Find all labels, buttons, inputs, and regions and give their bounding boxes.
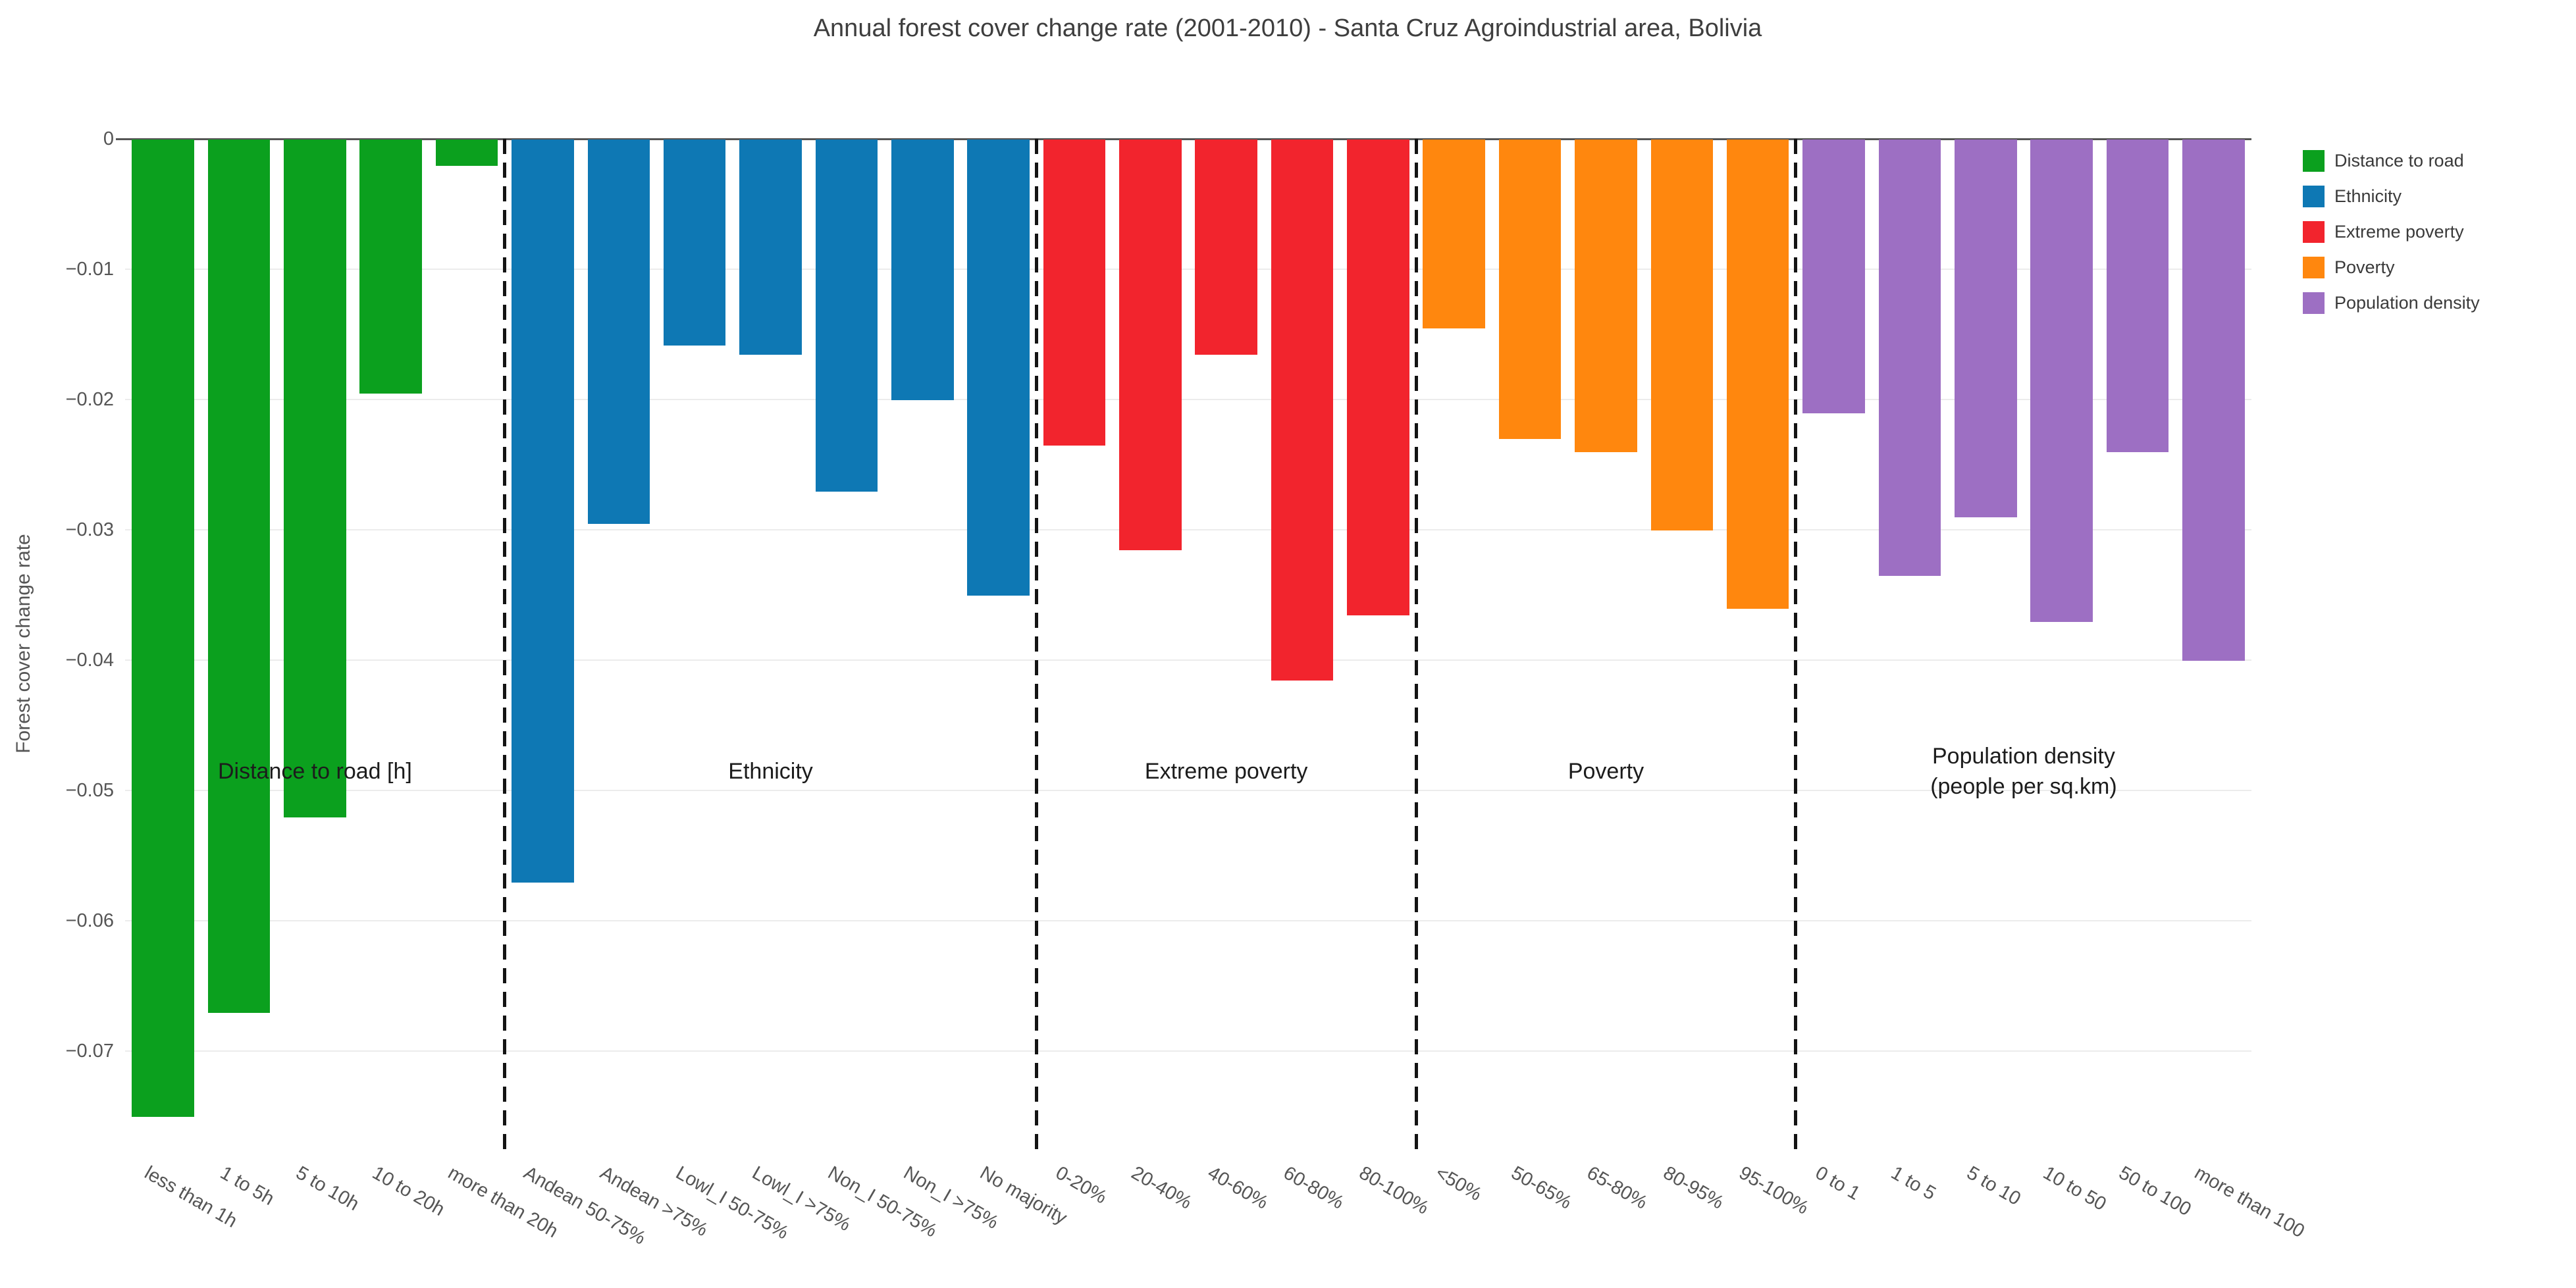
bar-extreme-poverty-1[interactable] — [1043, 140, 1106, 446]
x-tick-label: 0 to 1 — [1811, 1162, 1864, 1204]
bar-ethnicity-5[interactable] — [815, 140, 878, 492]
bar-ethnicity-3[interactable] — [663, 140, 726, 346]
x-tick-label: 60-80% — [1280, 1162, 1348, 1214]
bar-distance-to-road-3[interactable] — [284, 140, 346, 817]
group-separator — [1034, 139, 1038, 1149]
chart-title: Annual forest cover change rate (2001-20… — [813, 14, 1762, 42]
y-tick-label: −0.04 — [65, 650, 114, 671]
bar-ethnicity-6[interactable] — [891, 140, 954, 400]
legend-swatch-icon — [2303, 257, 2325, 278]
group-annotation-distance-to-road: Distance to road [h] — [217, 759, 412, 785]
bar-population-density-3[interactable] — [1954, 140, 2017, 518]
gridline — [125, 399, 2251, 400]
legend-label: Distance to road — [2334, 151, 2464, 170]
bar-extreme-poverty-5[interactable] — [1347, 140, 1409, 615]
legend-item-distance-to-road[interactable]: Distance to road — [2303, 150, 2480, 172]
group-annotation-extreme-poverty: Extreme poverty — [1144, 759, 1308, 785]
bar-poverty-1[interactable] — [1423, 140, 1486, 329]
legend-label: Poverty — [2334, 257, 2395, 277]
legend-item-ethnicity[interactable]: Ethnicity — [2303, 186, 2480, 207]
gridline — [125, 269, 2251, 270]
legend-swatch-icon — [2303, 292, 2325, 314]
bar-population-density-2[interactable] — [1878, 140, 1941, 577]
x-tick-label: more than 100 — [2191, 1162, 2309, 1243]
x-tick-label: 50-65% — [1508, 1162, 1575, 1214]
y-tick-label: −0.02 — [65, 389, 114, 410]
y-tick-label: −0.01 — [65, 259, 114, 280]
group-annotation-ethnicity: Ethnicity — [728, 759, 813, 785]
x-tick-label: 5 to 10h — [292, 1162, 363, 1216]
x-tick-label: <50% — [1431, 1162, 1485, 1206]
y-tick-label: −0.03 — [65, 519, 114, 540]
bar-population-density-1[interactable] — [1802, 140, 1865, 413]
bar-ethnicity-7[interactable] — [967, 140, 1030, 596]
gridline — [125, 529, 2251, 530]
bar-ethnicity-2[interactable] — [587, 140, 650, 525]
bar-extreme-poverty-2[interactable] — [1119, 140, 1182, 550]
legend-swatch-icon — [2303, 186, 2325, 207]
x-tick-label: 1 to 5 — [1887, 1162, 1939, 1204]
legend-item-extreme-poverty[interactable]: Extreme poverty — [2303, 221, 2480, 243]
gridline — [125, 1050, 2251, 1052]
bar-population-density-4[interactable] — [2030, 140, 2093, 622]
legend-item-population-density[interactable]: Population density — [2303, 292, 2480, 314]
legend-swatch-icon — [2303, 221, 2325, 243]
x-tick-label: 95-100% — [1735, 1162, 1812, 1219]
x-tick-label: 80-95% — [1659, 1162, 1727, 1214]
legend-label: Extreme poverty — [2334, 222, 2464, 242]
group-separator — [503, 139, 507, 1149]
bar-distance-to-road-4[interactable] — [359, 140, 423, 394]
bar-extreme-poverty-4[interactable] — [1271, 140, 1334, 681]
bar-poverty-4[interactable] — [1650, 140, 1714, 530]
x-tick-label: 65-80% — [1583, 1162, 1652, 1214]
x-tick-label: 1 to 5h — [217, 1162, 278, 1210]
y-tick-label: −0.07 — [65, 1041, 114, 1062]
x-tick-label: 0-20% — [1051, 1162, 1111, 1208]
bar-ethnicity-1[interactable] — [512, 140, 574, 883]
zero-axis-line — [116, 138, 2251, 140]
y-tick-label: 0 — [103, 128, 114, 149]
bar-poverty-3[interactable] — [1575, 140, 1637, 453]
x-tick-label: 40-60% — [1203, 1162, 1272, 1214]
gridline — [125, 920, 2251, 921]
group-annotation-population-density: Population density (people per sq.km) — [1930, 744, 2117, 799]
y-tick-label: −0.05 — [65, 780, 114, 801]
x-tick-label: 10 to 50 — [2039, 1162, 2110, 1216]
y-tick-label: −0.06 — [65, 910, 114, 931]
bar-distance-to-road-5[interactable] — [435, 140, 498, 166]
group-separator — [1794, 139, 1798, 1149]
bar-distance-to-road-1[interactable] — [132, 140, 194, 1117]
legend: Distance to road Ethnicity Extreme poverty… — [2303, 150, 2480, 328]
x-tick-label: 5 to 10 — [1963, 1162, 2025, 1210]
bar-ethnicity-4[interactable] — [739, 140, 802, 355]
plot-area: Distance to road [h] Ethnicity Extreme pov… — [66, 128, 2309, 1249]
y-axis-title: Forest cover change rate — [13, 534, 34, 754]
gridline — [125, 659, 2251, 661]
legend-label: Ethnicity — [2334, 186, 2402, 206]
x-tick-label: 80-100% — [1355, 1162, 1433, 1219]
x-tick-label: 20-40% — [1128, 1162, 1196, 1214]
legend-label: Population density — [2334, 293, 2480, 313]
legend-item-poverty[interactable]: Poverty — [2303, 257, 2480, 278]
bar-poverty-5[interactable] — [1726, 140, 1789, 609]
bar-poverty-2[interactable] — [1498, 140, 1562, 440]
bar-population-density-6[interactable] — [2182, 140, 2245, 661]
legend-swatch-icon — [2303, 150, 2325, 172]
gridline — [125, 790, 2251, 791]
bar-distance-to-road-2[interactable] — [207, 140, 271, 1013]
x-tick-label: 10 to 20h — [368, 1162, 448, 1221]
group-separator — [1414, 139, 1418, 1149]
group-annotation-poverty: Poverty — [1567, 759, 1644, 785]
bar-extreme-poverty-3[interactable] — [1195, 140, 1257, 355]
bar-population-density-5[interactable] — [2106, 140, 2169, 453]
x-tick-label: 50 to 100 — [2115, 1162, 2195, 1221]
